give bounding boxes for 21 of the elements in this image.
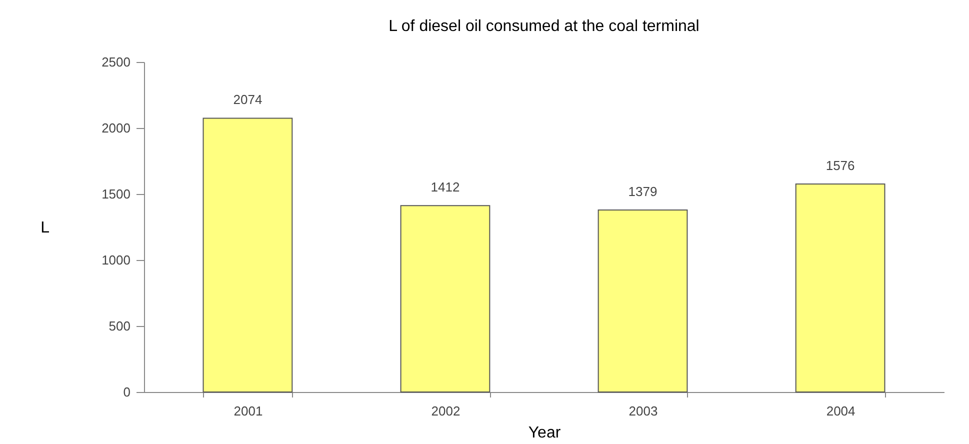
x-axis-title: Year (528, 424, 562, 442)
chart-title: L of diesel oil consumed at the coal terminal (388, 18, 700, 35)
x-tick-label: 2001 (234, 404, 263, 418)
x-tick-label: 2002 (431, 404, 460, 418)
y-tick-label: 2000 (102, 120, 130, 136)
y-axis-title: L (40, 220, 50, 236)
y-tick-label: 1000 (102, 252, 130, 268)
bar (598, 209, 688, 392)
bar (202, 118, 293, 392)
data-label: 1412 (430, 180, 460, 195)
y-tick-label: 500 (108, 318, 130, 334)
x-tick-label: 2004 (826, 404, 856, 418)
y-tick-label: 0 (123, 384, 130, 400)
data-label: 1576 (826, 158, 855, 173)
bar (400, 205, 490, 392)
y-tick-label: 1500 (102, 186, 130, 202)
y-tick-label: 2500 (102, 54, 130, 70)
x-tick-label: 2003 (628, 404, 658, 418)
data-label: 1379 (628, 184, 658, 199)
data-label: 2074 (233, 92, 262, 108)
bar (795, 183, 886, 392)
